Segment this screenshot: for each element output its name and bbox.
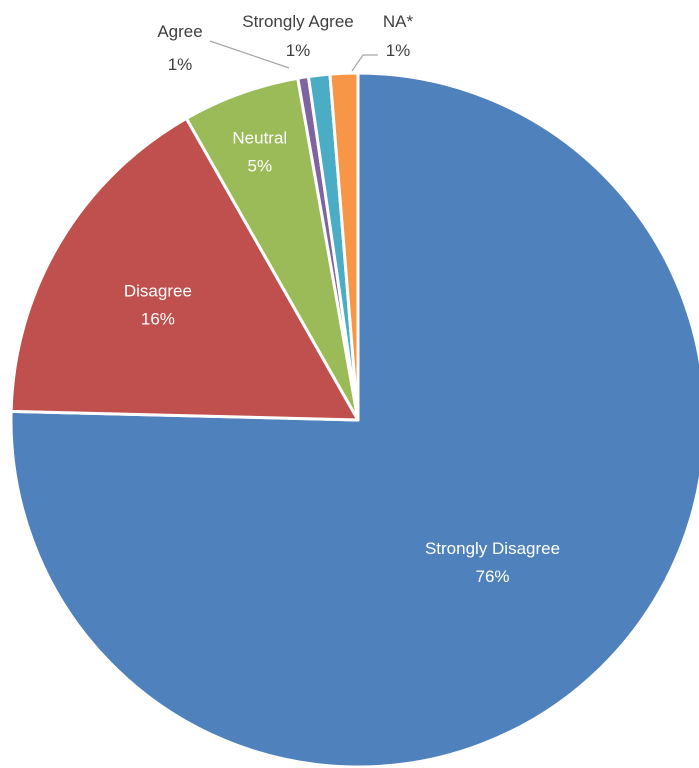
slices-layer <box>9 71 699 768</box>
slice-label-na: NA* <box>383 12 414 31</box>
slice-value-disagree: 16% <box>141 309 175 328</box>
slice-value-na: 1% <box>386 41 411 60</box>
leader-line-agree <box>209 40 290 69</box>
labels-layer: Strongly Disagree 76% Disagree 16% Neutral 5%… <box>124 12 560 586</box>
slice-label-agree: Agree <box>157 22 202 41</box>
slice-value-neutral: 5% <box>248 156 273 175</box>
slice-value-strongly-disagree: 76% <box>475 567 509 586</box>
slice-value-strongly-agree: 1% <box>286 41 311 60</box>
slice-label-strongly-disagree: Strongly Disagree <box>425 539 560 558</box>
slice-na <box>328 71 360 422</box>
leaders-layer <box>209 40 378 72</box>
slice-value-agree: 1% <box>168 55 193 74</box>
slice-disagree <box>9 116 360 422</box>
leader-line-na <box>351 54 378 72</box>
slice-label-neutral: Neutral <box>232 128 287 147</box>
slice-label-disagree: Disagree <box>124 281 192 300</box>
slice-label-strongly-agree: Strongly Agree <box>242 12 354 31</box>
